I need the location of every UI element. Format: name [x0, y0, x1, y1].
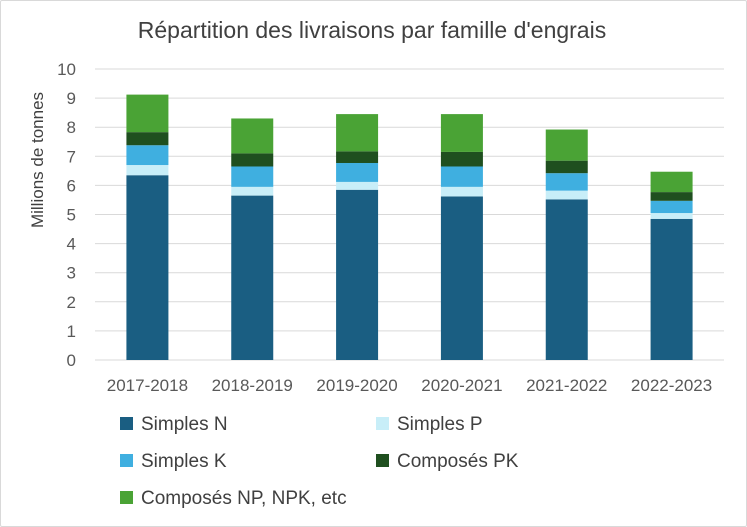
bar-segment [440, 166, 483, 187]
bar-segment [336, 114, 379, 152]
bar-segment [545, 199, 588, 360]
bar-segment [126, 145, 169, 166]
bar-segment [126, 175, 169, 360]
bar-segment [440, 151, 483, 167]
bar-segment [650, 218, 693, 360]
bar-segment [440, 186, 483, 197]
bar-segment [650, 171, 693, 193]
legend-swatch [120, 491, 133, 504]
bar-segment [545, 160, 588, 174]
legend-label: Simples K [141, 451, 227, 472]
bar-segment [126, 132, 169, 146]
bar-segment [231, 118, 274, 154]
legend-swatch [120, 417, 133, 430]
bar-segment [440, 114, 483, 152]
bar-segment [650, 200, 693, 214]
bar-segment [336, 162, 379, 182]
bar-segment [650, 192, 693, 201]
gridlines [95, 68, 724, 361]
bar-segment [650, 213, 693, 219]
legend-swatch [120, 454, 133, 467]
bar-segment [545, 190, 588, 200]
x-tick-label: 2021-2022 [526, 376, 607, 395]
y-tick-label: 2 [67, 293, 76, 312]
bar-segment [126, 94, 169, 133]
y-tick-label: 0 [67, 351, 76, 370]
legend-label: Simples P [397, 414, 483, 435]
legend-swatch [376, 454, 389, 467]
bar-segment [231, 153, 274, 167]
y-tick-label: 4 [67, 235, 76, 254]
bar-segment [336, 181, 379, 190]
y-tick-label: 10 [57, 60, 76, 79]
y-tick-label: 9 [67, 89, 76, 108]
legend-label: Composés PK [397, 451, 519, 472]
y-tick-label: 3 [67, 264, 76, 283]
legend: Simples N Simples P Simples K Composés PK Co… [120, 414, 519, 509]
bar-segment [231, 186, 274, 196]
y-axis-label: Millions de tonnes [28, 92, 47, 228]
y-tick-label: 1 [67, 322, 76, 341]
bar-segment [336, 151, 379, 163]
y-tick-label: 6 [67, 176, 76, 195]
bar-segment [545, 173, 588, 191]
bar-segment [231, 166, 274, 187]
bar-segment [126, 165, 169, 176]
chart-title: Répartition des livraisons par famille d… [138, 17, 606, 43]
y-tick-label: 7 [67, 147, 76, 166]
x-tick-label: 2017-2018 [107, 376, 188, 395]
bar-segment [336, 189, 379, 360]
bar-segment [545, 129, 588, 161]
x-tick-label: 2019-2020 [316, 376, 397, 395]
bar-segment [231, 195, 274, 360]
x-tick-label: 2022-2023 [631, 376, 712, 395]
legend-label: Composés NP, NPK, etc [141, 488, 347, 509]
y-tick-label: 5 [67, 206, 76, 225]
bars [126, 94, 693, 360]
x-tick-label: 2020-2021 [421, 376, 502, 395]
y-tick-label: 8 [67, 118, 76, 137]
legend-label: Simples N [141, 414, 228, 435]
bar-segment [440, 196, 483, 360]
y-tick-labels: 0 1 2 3 4 5 6 7 8 9 10 [57, 60, 76, 370]
x-tick-label: 2018-2019 [212, 376, 293, 395]
x-tick-labels: 2017-2018 2018-2019 2019-2020 2020-2021 2021… [107, 376, 712, 395]
legend-swatch [376, 417, 389, 430]
